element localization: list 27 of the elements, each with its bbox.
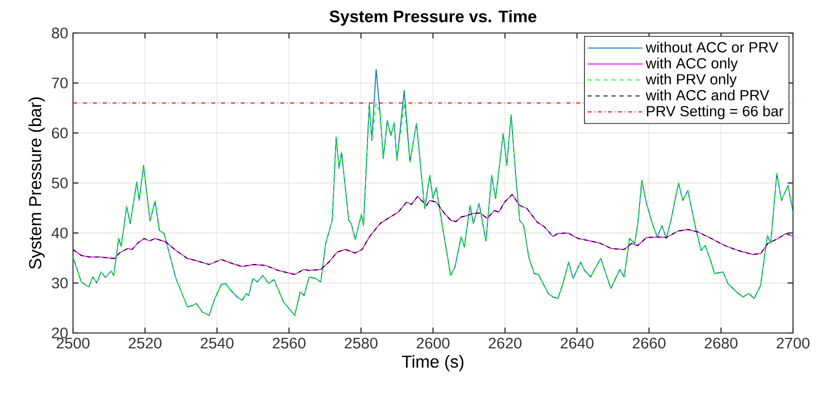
y-tick-label: 50 [52,178,68,188]
ref-line-label: PRV Setting = 66 bar [646,106,784,120]
x-tick-label: 2620 [488,338,522,349]
line-series [73,194,794,275]
y-tick-label: 80 [52,28,68,38]
x-tick-label: 2700 [776,338,810,349]
legend-label: with PRV only [646,74,737,88]
x-tick-label: 2540 [200,338,234,349]
x-tick-label: 2560 [272,338,306,349]
y-tick-label: 20 [52,328,68,338]
x-tick-label: 2640 [560,338,594,349]
x-tick-label: 2660 [632,338,666,349]
x-tick-label: 2680 [704,338,738,349]
y-tick-label: 70 [52,78,68,88]
x-tick-label: 2520 [128,338,162,349]
x-tick-label: 2600 [416,338,450,349]
x-tick-label: 2500 [56,338,90,349]
y-tick-label: 60 [52,128,68,138]
y-axis-title: System Pressure (bar) [28,97,45,269]
y-tick-label: 40 [52,228,68,238]
y-tick-label: 30 [52,278,68,288]
legend-label: without ACC or PRV [646,42,778,53]
legend-label: with ACC and PRV [646,90,770,100]
x-tick-label: 2580 [344,338,378,349]
chart-title: System Pressure vs. Time [330,10,536,26]
x-axis-title: Time (s) [402,355,464,372]
legend-label: with ACC only [646,58,738,72]
